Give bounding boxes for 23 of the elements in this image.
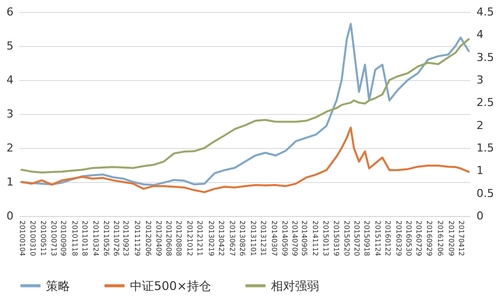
line-series <box>20 126 470 194</box>
legend-label: 中证500×持仓 <box>130 278 211 293</box>
line-series <box>20 38 470 174</box>
y2-tick-label: 3 <box>476 74 484 86</box>
y2-tick-label: 4.5 <box>476 6 494 18</box>
y-tick-label: 4 <box>6 74 14 86</box>
y2-tick-label: 0.5 <box>476 186 494 200</box>
y2-tick-label: 2 <box>476 118 484 132</box>
legend-label: 相对强弱 <box>271 278 319 293</box>
y-tick-label: 0 <box>6 210 14 222</box>
y2-tick-label: 2.5 <box>476 96 494 110</box>
y-tick-label: 2 <box>6 142 14 154</box>
y-tick-label: 6 <box>6 6 14 18</box>
y2-tick-label: 1 <box>476 164 484 178</box>
y2-tick-label: 4 <box>476 28 484 42</box>
line-series <box>20 22 470 186</box>
y2-tick-label: 0 <box>476 210 484 222</box>
y-tick-label: 1 <box>6 176 14 188</box>
legend-label: 策略 <box>46 278 70 293</box>
y-tick-label: 3 <box>6 108 14 120</box>
y-tick-label: 5 <box>6 40 14 52</box>
y2-tick-label: 3.5 <box>476 50 494 64</box>
y2-tick-label: 1.5 <box>476 142 494 154</box>
